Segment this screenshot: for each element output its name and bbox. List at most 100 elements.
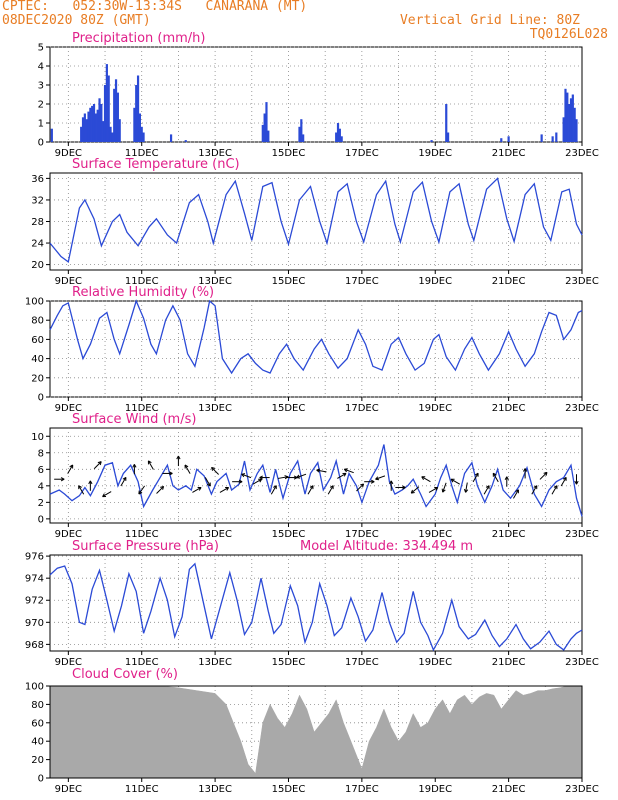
panel-4-wind-arrow-26 [307, 485, 314, 495]
panel-4-wind-arrow-45 [504, 476, 509, 487]
panel-6-ytick-label-1: 20 [31, 755, 44, 766]
panel-4-xtick-label-5: 19DEC [418, 529, 452, 540]
panel-4-wind-arrow-50 [551, 485, 558, 495]
panel-2-ytick-label-2: 28 [31, 217, 44, 228]
panel-1-bar-7 [91, 105, 94, 142]
panel-1-bar-53 [568, 104, 571, 142]
panel-2-xtick-label-5: 19DEC [418, 276, 452, 287]
panel-1-ytick-label-1: 1 [38, 119, 44, 130]
panel-3-ytick-label-3: 60 [31, 335, 44, 346]
panel-1-ytick-label-5: 5 [38, 43, 44, 54]
panel-4-wind-arrow-49 [539, 471, 548, 480]
panel-4-series-line [49, 444, 583, 517]
panel-1-bar-55 [571, 94, 574, 142]
panel-1-bar-23 [133, 107, 136, 142]
panel-4-wind-arrow-35 [395, 485, 406, 490]
header-grid-line: Vertical Grid Line: 80Z [399, 13, 580, 28]
panel-1-bar-45 [500, 138, 503, 142]
panel-1-xtick-label-3: 15DEC [272, 148, 306, 159]
panel-4-wind-arrow-34 [389, 480, 394, 491]
panel-5-xtick-label-2: 13DEC [198, 657, 232, 668]
panel-1-bar-2 [81, 117, 85, 142]
panel-4-wind-arrow-32 [364, 479, 375, 484]
panel-1-bar-15 [105, 64, 108, 142]
panel-4-wind-arrow-4 [93, 461, 102, 470]
panel-4-wind-arrow-42 [472, 472, 479, 483]
panel-3-ytick-label-2: 40 [31, 354, 44, 365]
panel-6-ytick-label-0: 0 [38, 774, 44, 785]
panel-1-bar-57 [575, 119, 578, 142]
panel-3-series-line [49, 299, 583, 375]
panel-1-bar-6 [89, 107, 92, 142]
panel-6-xtick-label-3: 15DEC [272, 784, 306, 795]
panel-2-ytick-label-3: 32 [31, 195, 44, 206]
panel-3-xtick-label-1: 11DEC [125, 403, 159, 414]
panel-4-wind-arrow-12 [176, 455, 181, 467]
panel-1-bar-19 [113, 88, 116, 142]
panel-1-bar-50 [562, 117, 565, 142]
panel-3-xtick-label-4: 17DEC [345, 403, 379, 414]
panel-4-wind-arrow-40 [450, 478, 461, 485]
panel-1-xtick-label-5: 19DEC [418, 148, 452, 159]
panel-5-xtick-label-6: 21DEC [492, 657, 526, 668]
panel-1-xtick-label-4: 17DEC [345, 148, 379, 159]
panel-1-bar-28 [142, 132, 145, 142]
panel-4-wind-arrow-41 [463, 482, 469, 493]
panel-1-bar-26 [138, 113, 141, 142]
panel-5-xtick-label-1: 11DEC [125, 657, 159, 668]
panel-4-wind-arrow-47 [523, 468, 528, 479]
panel-1-bar-20 [114, 79, 118, 142]
panel-1-bar-4 [85, 119, 88, 142]
panel-4-ytick-label-4: 8 [38, 448, 44, 459]
panel-1-ytick-label-3: 3 [38, 81, 44, 92]
panel-4-ytick-label-2: 4 [38, 481, 44, 492]
panel-2-xtick-label-0: 9DEC [55, 276, 82, 287]
panel-1-bar-33 [265, 102, 268, 142]
panel-1-bar-44 [446, 132, 450, 142]
panel-4-wind-arrow-25 [296, 473, 307, 479]
panel-1-bar-40 [338, 128, 341, 142]
panel-2-xtick-label-6: 21DEC [492, 276, 526, 287]
panel-1-bar-3 [83, 113, 86, 142]
panel-4-wind-arrow-43 [483, 485, 490, 495]
panel-4-wind-arrow-39 [441, 482, 447, 493]
panel-6-xtick-label-5: 19DEC [418, 784, 452, 795]
panel-4-xtick-label-7: 23DEC [565, 529, 599, 540]
panel-1-bar-34 [267, 130, 270, 142]
panel-4-wind-arrow-30 [343, 468, 354, 474]
panel-1-ytick-label-0: 0 [38, 138, 44, 149]
panel-4-wind-arrow-52 [574, 474, 579, 485]
panel-4-wind-arrow-6 [120, 476, 127, 487]
panel-1-bar-46 [507, 136, 510, 142]
panel-1-bar-16 [107, 75, 110, 142]
panel-4-ytick-label-1: 2 [38, 498, 44, 509]
panel-1-bar-24 [135, 85, 138, 142]
panel-1-xtick-label-2: 13DEC [198, 148, 232, 159]
panel-3-xtick-label-2: 13DEC [198, 403, 232, 414]
panel-1-frame [49, 46, 583, 143]
panel-1-bar-38 [335, 132, 338, 142]
panel-4-xtick-label-6: 21DEC [492, 529, 526, 540]
panel-6-xtick-label-6: 21DEC [492, 784, 526, 795]
panel-4-wind-arrow-20 [252, 478, 263, 485]
panel-1-bar-37 [302, 134, 305, 142]
panel-3-xtick-label-6: 21DEC [492, 403, 526, 414]
panel-4-xtick-label-2: 13DEC [198, 529, 232, 540]
panel-5-xtick-label-5: 19DEC [418, 657, 452, 668]
panel-1-bar-8 [92, 104, 96, 142]
panel-4-wind-arrow-44 [492, 472, 499, 483]
panel-5-xtick-label-7: 23DEC [565, 657, 599, 668]
panel-4-wind-arrow-31 [356, 483, 365, 492]
panel-3-title: Relative Humidity (%) [72, 285, 214, 300]
panel-5-title: Surface Pressure (hPa) [72, 539, 219, 554]
panel-5-series-line [49, 562, 583, 652]
panel-1-bar-11 [98, 98, 101, 142]
panel-6-xtick-label-4: 17DEC [345, 784, 379, 795]
panel-1-bar-10 [96, 109, 99, 142]
panel-4-xtick-label-0: 9DEC [55, 529, 82, 540]
panel-4-wind-arrow-46 [513, 489, 519, 499]
panel-2-ytick-label-0: 20 [31, 260, 44, 271]
panel-2-xtick-label-2: 13DEC [198, 276, 232, 287]
panel-1-bar-9 [94, 113, 97, 142]
panel-4-wind-arrow-13 [184, 464, 191, 474]
